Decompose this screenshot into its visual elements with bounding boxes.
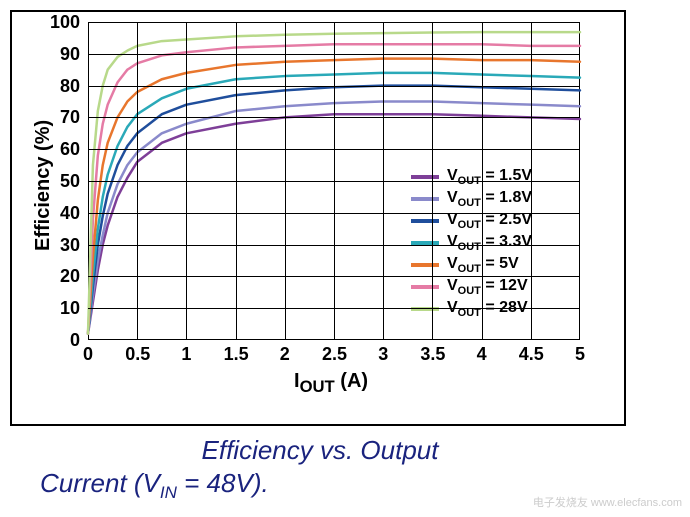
y-tick-label: 20 — [60, 266, 80, 287]
legend-swatch — [411, 263, 439, 267]
x-tick-label: 2 — [280, 344, 290, 365]
x-tick-label: 0 — [83, 344, 93, 365]
legend-label: VOUT = 3.3V — [447, 233, 532, 253]
legend-item: VOUT = 3.3V — [411, 232, 532, 254]
chart-frame: Efficiency (%) IOUT (A) VOUT = 1.5VVOUT … — [10, 10, 626, 426]
legend-label: VOUT = 12V — [447, 277, 528, 297]
grid-h — [88, 276, 580, 277]
x-axis-label: IOUT (A) — [294, 370, 368, 397]
x-tick-label: 1.5 — [224, 344, 249, 365]
legend-label: VOUT = 5V — [447, 255, 519, 275]
legend-label: VOUT = 2.5V — [447, 211, 532, 231]
y-tick-label: 70 — [60, 107, 80, 128]
grid-h — [88, 213, 580, 214]
x-tick-label: 5 — [575, 344, 585, 365]
legend-swatch — [411, 219, 439, 223]
legend-item: VOUT = 1.8V — [411, 188, 532, 210]
legend-swatch — [411, 175, 439, 179]
grid-h — [88, 181, 580, 182]
x-tick-label: 2.5 — [322, 344, 347, 365]
grid-h — [88, 245, 580, 246]
grid-h — [88, 54, 580, 55]
legend-swatch — [411, 197, 439, 201]
y-tick-label: 10 — [60, 298, 80, 319]
y-tick-label: 80 — [60, 76, 80, 97]
y-tick-label: 40 — [60, 203, 80, 224]
x-tick-label: 0.5 — [125, 344, 150, 365]
x-tick-label: 4 — [477, 344, 487, 365]
y-tick-label: 100 — [50, 12, 80, 33]
y-tick-label: 60 — [60, 139, 80, 160]
grid-h — [88, 86, 580, 87]
legend-item: VOUT = 12V — [411, 276, 532, 298]
grid-h — [88, 308, 580, 309]
legend-item: VOUT = 5V — [411, 254, 532, 276]
y-tick-label: 30 — [60, 235, 80, 256]
caption: Efficiency vs. OutputCurrent (VIN = 48V)… — [40, 434, 600, 503]
y-tick-label: 90 — [60, 44, 80, 65]
legend-label: VOUT = 1.5V — [447, 167, 532, 187]
y-tick-label: 0 — [70, 330, 80, 351]
legend-item: VOUT = 1.5V — [411, 166, 532, 188]
x-tick-label: 3 — [378, 344, 388, 365]
legend-swatch — [411, 285, 439, 289]
y-tick-label: 50 — [60, 171, 80, 192]
grid-h — [88, 149, 580, 150]
watermark: 电子发烧友 www.elecfans.com — [533, 497, 682, 509]
x-tick-label: 1 — [181, 344, 191, 365]
legend-label: VOUT = 1.8V — [447, 189, 532, 209]
grid-h — [88, 117, 580, 118]
x-tick-label: 3.5 — [420, 344, 445, 365]
x-tick-label: 4.5 — [519, 344, 544, 365]
legend: VOUT = 1.5VVOUT = 1.8VVOUT = 2.5VVOUT = … — [405, 162, 538, 324]
